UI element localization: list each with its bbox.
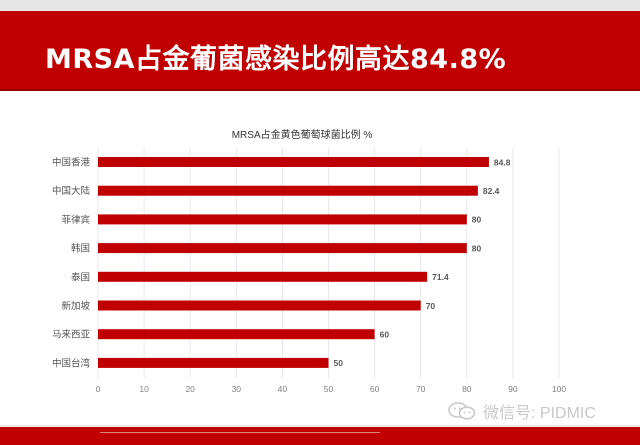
x-axis-ticks: 0 10 20 30 40 50 60 70 80 90 100	[96, 384, 567, 394]
page-title: MRSA占金葡菌感染比例高达84.8%	[45, 44, 507, 75]
x-tick-label: 70	[416, 384, 426, 394]
bars	[98, 157, 489, 368]
title-banner: MRSA占金葡菌感染比例高达84.8%	[0, 11, 640, 91]
x-tick-label: 50	[324, 384, 334, 394]
data-labels: 84.8 82.4 80 80 71.4 70 60 50	[334, 157, 511, 368]
category-label: 泰国	[71, 271, 90, 283]
category-label: 新加坡	[61, 300, 90, 312]
category-label: 马来西亚	[52, 330, 91, 341]
data-label: 80	[472, 243, 482, 253]
category-label: 韩国	[71, 243, 90, 255]
x-tick-label: 40	[278, 384, 288, 394]
data-label: 84.8	[494, 157, 511, 167]
x-tick-label: 0	[96, 384, 101, 394]
watermark-text: 微信号: PIDMIC	[483, 405, 596, 422]
x-tick-label: 90	[508, 384, 518, 394]
data-label: 50	[334, 358, 344, 368]
bottom-strip	[0, 425, 640, 445]
chart-title: MRSA占金黄色葡萄球菌比例 %	[232, 128, 373, 141]
gridlines	[97, 148, 560, 378]
wechat-icon	[448, 402, 476, 420]
bottom-line	[100, 432, 380, 433]
category-label: 中国台湾	[52, 357, 91, 369]
x-tick-label: 10	[139, 384, 149, 394]
x-tick-label: 20	[185, 384, 195, 394]
bar	[98, 214, 467, 225]
x-tick-label: 30	[232, 384, 242, 394]
category-label: 中国香港	[52, 157, 91, 169]
data-label: 70	[426, 301, 436, 311]
data-label: 80	[472, 215, 482, 225]
bar	[98, 185, 478, 196]
x-tick-label: 60	[370, 384, 380, 394]
x-tick-label: 100	[552, 384, 566, 394]
category-label: 中国大陆	[52, 185, 91, 197]
bar	[98, 271, 428, 282]
x-tick-label: 80	[462, 384, 472, 394]
watermark: 微信号: PIDMIC	[447, 399, 596, 423]
bar	[98, 243, 467, 254]
bar	[98, 357, 329, 368]
bar	[98, 329, 375, 340]
bar	[98, 300, 421, 311]
bar	[98, 157, 489, 167]
top-strip	[0, 0, 640, 11]
data-label: 60	[380, 330, 390, 340]
data-label: 82.4	[483, 186, 500, 196]
data-label: 71.4	[432, 272, 449, 282]
category-label: 菲律宾	[61, 214, 90, 226]
